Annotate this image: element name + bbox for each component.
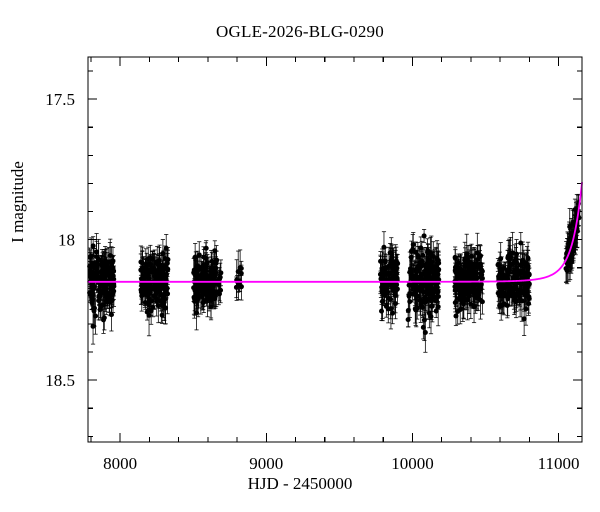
x-tick-label: 9000	[249, 454, 283, 473]
y-tick-label: 18	[58, 231, 75, 250]
x-tick-label: 8000	[103, 454, 137, 473]
x-tick-label: 11000	[538, 454, 580, 473]
model-curve	[87, 56, 583, 443]
page-title: OGLE-2026-BLG-0290	[216, 22, 384, 41]
x-tick-label: 10000	[391, 454, 434, 473]
x-axis-label: HJD - 2450000	[247, 474, 353, 493]
axis-ticks	[88, 57, 582, 442]
y-axis-label: I magnitude	[8, 161, 27, 243]
axis-tick-labels: 8000 9000 10000 11000 17.5 18 18.5	[45, 90, 579, 473]
y-tick-label: 18.5	[45, 371, 75, 390]
y-tick-label: 17.5	[45, 90, 75, 109]
